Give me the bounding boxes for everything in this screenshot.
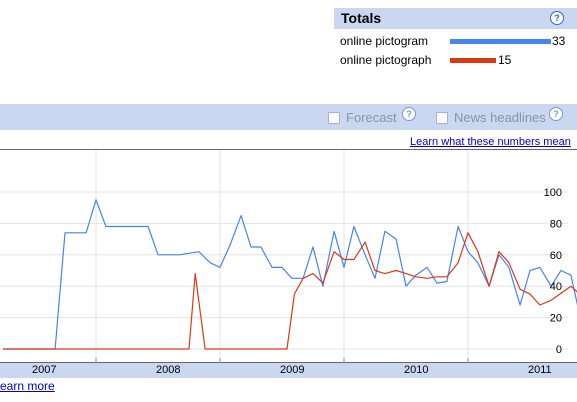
totals-help-icon[interactable]: ? <box>550 11 564 25</box>
totals-header: Totals ? <box>334 8 577 29</box>
y-tick-label: 20 <box>550 313 562 325</box>
forecast-checkbox[interactable] <box>328 112 340 124</box>
news-help-icon[interactable]: ? <box>549 107 563 121</box>
y-tick-label: 80 <box>550 218 562 230</box>
chart-frame <box>0 149 577 363</box>
totals-row-pictogram: online pictogram 33 <box>340 34 577 50</box>
x-axis-band <box>0 363 577 378</box>
forecast-label[interactable]: Forecast <box>346 110 397 125</box>
term-total: 33 <box>552 34 566 48</box>
x-tick-label: 2009 <box>280 364 305 376</box>
totals-title: Totals <box>341 10 382 26</box>
totals-row-pictograph: online pictograph 15 <box>340 53 577 69</box>
news-headlines-checkbox[interactable] <box>436 112 448 124</box>
totals-panel: Totals ? online pictogram 33 online pict… <box>334 8 577 70</box>
term-volume-bar <box>450 58 496 63</box>
term-total: 15 <box>498 53 512 67</box>
y-tick-label: 60 <box>550 250 562 262</box>
x-tick-label: 2010 <box>404 364 429 376</box>
learn-numbers-link[interactable]: Learn what these numbers mean <box>410 136 571 148</box>
chart-toolbar: Forecast ? News headlines ? <box>0 104 577 130</box>
term-label: online pictograph <box>340 53 432 67</box>
y-tick-label: 40 <box>550 281 562 293</box>
forecast-help-icon[interactable]: ? <box>402 107 416 121</box>
trend-chart: 0 20 40 60 80 100 <box>0 150 577 363</box>
term-volume-bar <box>450 39 551 44</box>
y-tick-label: 100 <box>544 187 562 199</box>
x-tick-label: 2008 <box>156 364 181 376</box>
term-label: online pictogram <box>340 34 429 48</box>
learn-more-link[interactable]: earn more <box>0 379 55 393</box>
x-tick-label: 2007 <box>32 364 57 376</box>
news-headlines-label[interactable]: News headlines <box>454 110 546 125</box>
series-line-pictograph <box>3 232 577 350</box>
x-tick-label: 2011 <box>528 364 552 376</box>
y-tick-label: 0 <box>556 344 562 356</box>
